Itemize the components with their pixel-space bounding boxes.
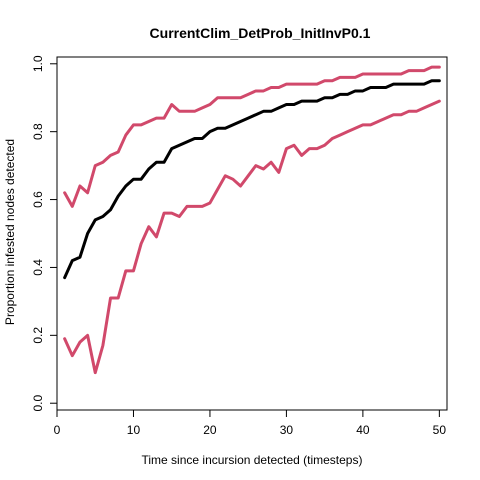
- y-tick-label: 0.8: [31, 123, 45, 140]
- x-tick-label: 40: [356, 423, 370, 437]
- chart-title: CurrentClim_DetProb_InitInvP0.1: [150, 25, 371, 41]
- x-tick-label: 50: [433, 423, 447, 437]
- x-axis: 0 10 20 30 40 50: [54, 409, 447, 437]
- x-tick-label: 20: [203, 423, 217, 437]
- y-tick-label: 1.0: [31, 55, 45, 72]
- series-line-1: [63, 79, 441, 280]
- y-tick-label: 0.4: [31, 259, 45, 276]
- y-tick-label: 0.2: [31, 327, 45, 344]
- x-tick-label: 0: [54, 423, 61, 437]
- y-tick-label: 0.0: [31, 395, 45, 412]
- x-tick-label: 30: [280, 423, 294, 437]
- y-axis-label: Proportion infested nodes detected: [3, 139, 17, 325]
- series-line-2: [63, 65, 441, 208]
- x-axis-label: Time since incursion detected (timesteps…: [142, 453, 363, 467]
- y-tick-label: 0.6: [31, 191, 45, 208]
- x-tick-label: 10: [127, 423, 141, 437]
- series-layer: [63, 65, 441, 375]
- y-axis: 0.0 0.2 0.4 0.6 0.8 1.0: [31, 55, 58, 412]
- series-line-3: [63, 99, 441, 375]
